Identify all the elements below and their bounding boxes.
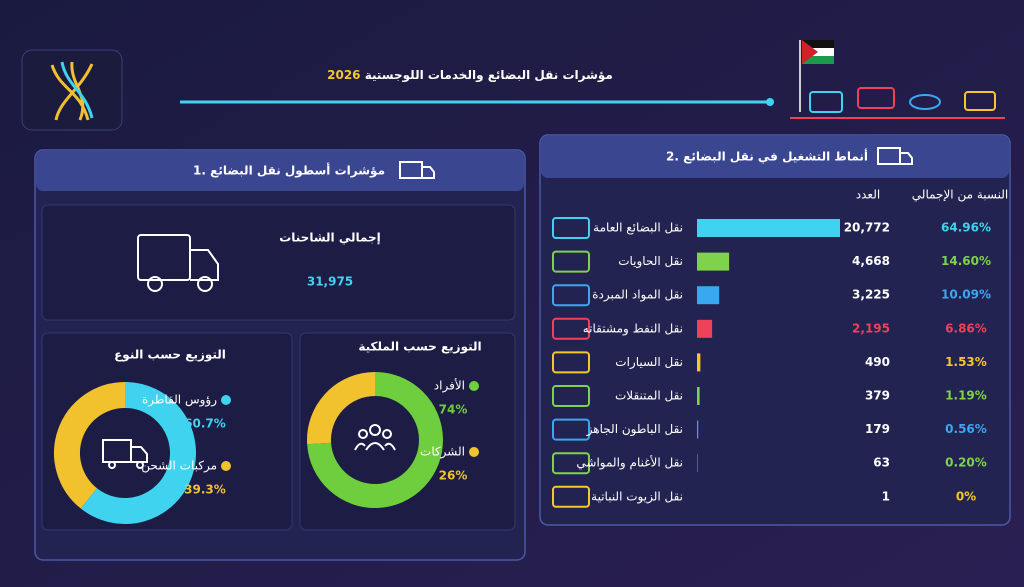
modes-panel (539, 134, 1011, 526)
ownership-card (299, 332, 516, 531)
panel-title: 1. مؤشرات أسطول نقل البضائع (193, 163, 385, 179)
category-label: نقل المواد المبردة (592, 288, 683, 303)
legend-label: مركبات الشحن (141, 459, 217, 474)
share-label: 0.20% (945, 456, 987, 470)
legend-label: الأفراد (434, 378, 465, 394)
category-label: نقل الباطون الجاهز (586, 422, 683, 437)
value-label: 2,195 (852, 321, 890, 335)
value-label: 20,772 (844, 221, 890, 235)
row-icon (552, 250, 590, 273)
category-label: نقل البضائع العامة (593, 221, 683, 235)
bar (697, 252, 730, 271)
donut-segment (307, 372, 443, 508)
truck-icon (399, 161, 435, 179)
row-icon (552, 385, 590, 407)
value-label: 379 (865, 389, 890, 403)
value-label: 39.3% (184, 483, 226, 497)
header-title: مؤشرات نقل البضائع والخدمات اللوجستية 20… (327, 68, 613, 83)
bus-icon (964, 91, 996, 111)
value-label: 26% (439, 469, 468, 483)
truck-icon (137, 234, 219, 292)
total-value: 31,975 (307, 275, 353, 289)
share-label: 0% (956, 489, 976, 503)
category-label: نقل الزيوت النباتية (591, 489, 683, 504)
share-label: 6.86% (945, 321, 987, 335)
category-label: نقل النفط ومشتقاته (583, 321, 683, 336)
category-label: نقل السيارات (615, 355, 683, 370)
share-label: 1.53% (945, 355, 987, 369)
legend-swatch (221, 461, 231, 471)
category-label: نقل الحاويات (618, 254, 683, 269)
flag (802, 56, 834, 64)
value-label: 490 (865, 355, 890, 369)
legend-swatch (221, 395, 231, 405)
flag (802, 40, 818, 64)
donut-segment (307, 372, 376, 445)
total-card (41, 204, 516, 321)
total-label: إجمالي الشاحنات (279, 231, 381, 245)
share-label: 10.09% (941, 288, 991, 302)
share-label: 1.19% (945, 389, 987, 403)
share-label: 64.96% (941, 221, 991, 235)
row-icon (552, 317, 590, 340)
people-icon (354, 424, 396, 451)
column-header: العدد (856, 188, 880, 202)
logo (60, 61, 94, 119)
row-icon (552, 217, 590, 239)
panel-header (541, 136, 1009, 178)
car-icon (909, 94, 941, 110)
row-icon (552, 351, 590, 374)
value-label: 4,668 (852, 254, 890, 268)
legend-swatch (469, 381, 479, 391)
truck-icon (102, 439, 148, 469)
value-label: 3,225 (852, 288, 890, 302)
legend-swatch (469, 447, 479, 457)
legend-label: رؤوس القاطرة (142, 393, 217, 408)
chart-title: التوزيع حسب الملكية (358, 340, 481, 355)
bar (697, 420, 699, 439)
chart-title: التوزيع حسب النوع (114, 348, 226, 363)
row-icon (552, 284, 590, 307)
value-label: 74% (439, 403, 468, 417)
bar (697, 319, 713, 338)
bar (697, 387, 700, 405)
value-label: 60.7% (184, 417, 226, 431)
bus-icon (809, 91, 843, 113)
chart-layer: 2. أنماط التشغيل في نقل البضائع العدد النس… (54, 149, 1008, 524)
logo-box (21, 49, 123, 131)
bar (697, 219, 840, 237)
value-label: 179 (865, 422, 890, 436)
flag (802, 40, 834, 48)
category-label: نقل المتنقلات (615, 389, 683, 403)
divider-dot (766, 98, 774, 106)
category-label: نقل الأغنام والمواشي (576, 455, 683, 471)
share-label: 14.60% (941, 254, 991, 268)
donut-segment (80, 382, 196, 524)
bar (697, 353, 701, 372)
legend-label: الشركات (420, 445, 465, 460)
truck-icon (857, 87, 895, 109)
donut-segment (54, 382, 126, 509)
value-label: 1 (882, 489, 890, 503)
row-icon (552, 418, 590, 441)
column-header: النسبة من الإجمالي (912, 188, 1008, 203)
row-icon (552, 452, 590, 475)
truck-icon (877, 147, 913, 165)
share-label: 0.56% (945, 422, 987, 436)
chart-title: 2. أنماط التشغيل في نقل البضائع (666, 149, 868, 164)
bar (697, 286, 720, 305)
value-label: 63 (873, 456, 890, 470)
row-icon (552, 485, 590, 508)
